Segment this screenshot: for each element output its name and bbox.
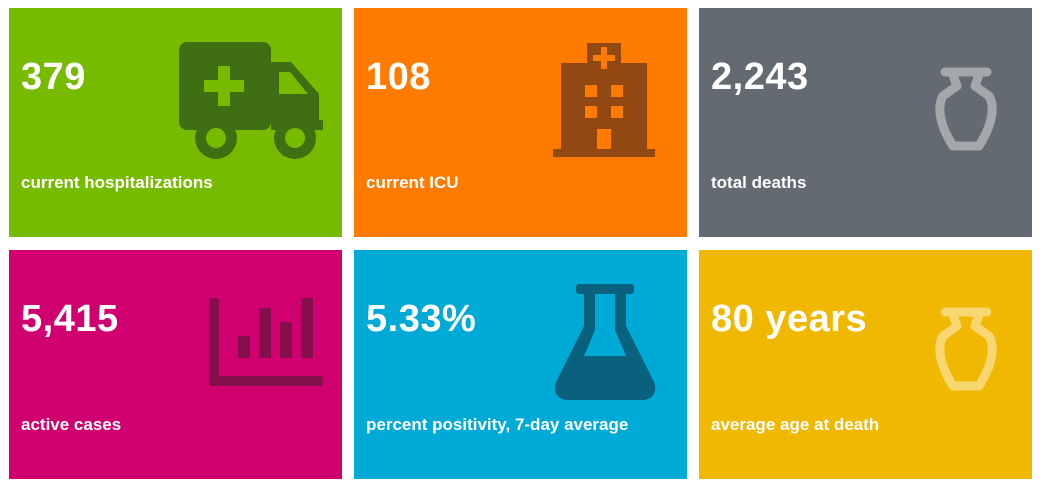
hospital-building-icon [553, 43, 655, 158]
stat-label: percent positivity, 7-day average [366, 415, 629, 434]
stat-value: 5,415 [21, 298, 119, 340]
tile-active-cases: 5,415 active cases [9, 250, 342, 479]
tile-average-age-at-death: 80 years average age at death [699, 250, 1032, 479]
tile-current-icu: 108 current ICU [354, 8, 687, 237]
stat-value: 2,243 [711, 56, 809, 98]
urn-icon [933, 66, 999, 156]
stat-label: total deaths [711, 173, 807, 192]
urn-icon [933, 306, 999, 396]
ambulance-icon [179, 42, 324, 162]
tile-current-hospitalizations: 379 current hospitalizations [9, 8, 342, 237]
tile-total-deaths: 2,243 total deaths [699, 8, 1032, 237]
stat-value: 379 [21, 56, 86, 98]
flask-icon [554, 284, 656, 400]
stat-label: current ICU [366, 173, 459, 192]
tile-percent-positivity: 5.33% percent positivity, 7-day average [354, 250, 687, 479]
stat-label: average age at death [711, 415, 880, 434]
stat-label: active cases [21, 415, 122, 434]
stat-value: 108 [366, 56, 431, 98]
stat-label: current hospitalizations [21, 173, 213, 192]
stat-value: 80 years [711, 298, 868, 340]
stat-value: 5.33% [366, 298, 477, 340]
bar-chart-icon [209, 298, 325, 386]
